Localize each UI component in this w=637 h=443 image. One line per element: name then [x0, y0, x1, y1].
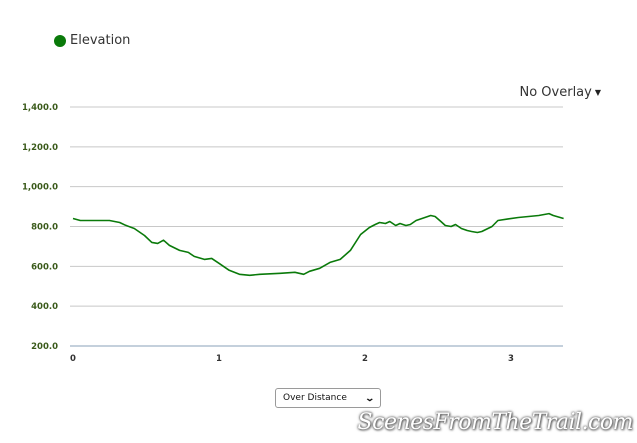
overlay-dropdown-label: No Overlay — [519, 85, 592, 100]
x-axis-ticks: 0 1 2 3 — [70, 354, 514, 364]
y-tick-label: 200.0 — [31, 342, 58, 352]
x-mode-select-value: Over Distance — [283, 393, 347, 403]
y-tick-label: 1,400.0 — [22, 103, 58, 113]
x-tick-label: 3 — [508, 354, 514, 364]
y-tick-label: 600.0 — [31, 262, 58, 272]
overlay-dropdown[interactable]: No Overlay ▼ — [519, 85, 601, 100]
x-mode-select[interactable]: Over Distance ⌄ — [275, 388, 381, 408]
elevation-line — [72, 212, 564, 277]
legend-series-marker-icon — [54, 34, 66, 47]
chart-legend[interactable]: Elevation — [54, 33, 130, 48]
y-axis-ticks: 1,400.0 1,200.0 1,000.0 800.0 600.0 400.0 200.… — [22, 103, 58, 352]
x-tick-label: 1 — [216, 354, 222, 364]
y-tick-label: 1,000.0 — [22, 183, 58, 193]
y-tick-label: 1,200.0 — [22, 143, 58, 153]
x-tick-label: 0 — [70, 354, 76, 364]
chart-gridlines — [70, 106, 563, 347]
y-tick-label: 800.0 — [31, 223, 58, 233]
legend-label-elevation: Elevation — [70, 33, 131, 48]
caret-down-icon: ▼ — [594, 88, 601, 97]
y-tick-label: 400.0 — [31, 302, 58, 312]
watermark: ScenesFromTheTrail.com — [357, 410, 634, 435]
x-tick-label: 2 — [362, 354, 368, 364]
chevron-down-icon: ⌄ — [364, 392, 376, 403]
